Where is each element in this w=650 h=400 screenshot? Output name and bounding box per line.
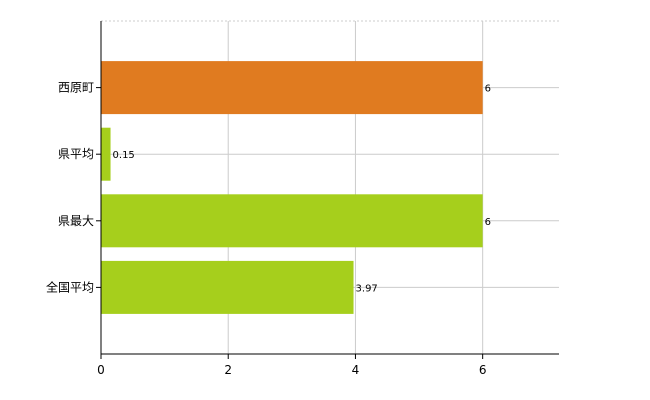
data-label: 0.15	[113, 150, 135, 161]
bar	[101, 61, 483, 115]
x-tick-label: 4	[352, 363, 360, 377]
category-label: 県最大	[58, 214, 94, 228]
x-tick-label: 0	[97, 363, 105, 377]
data-label: 6	[485, 217, 491, 228]
category-label: 西原町	[58, 81, 94, 95]
bar	[101, 260, 354, 314]
x-tick-label: 2	[224, 363, 232, 377]
bar	[101, 127, 111, 181]
x-tick-label: 6	[479, 363, 487, 377]
category-label: 県平均	[58, 147, 94, 161]
data-labels: 6 0.15 6 3.97	[113, 84, 491, 295]
category-label: 全国平均	[46, 279, 94, 294]
bars	[101, 61, 483, 314]
x-tick-labels: 0 2 4 6	[97, 354, 486, 377]
bar	[101, 194, 483, 248]
data-label: 3.97	[356, 283, 378, 294]
data-label: 6	[485, 84, 491, 95]
